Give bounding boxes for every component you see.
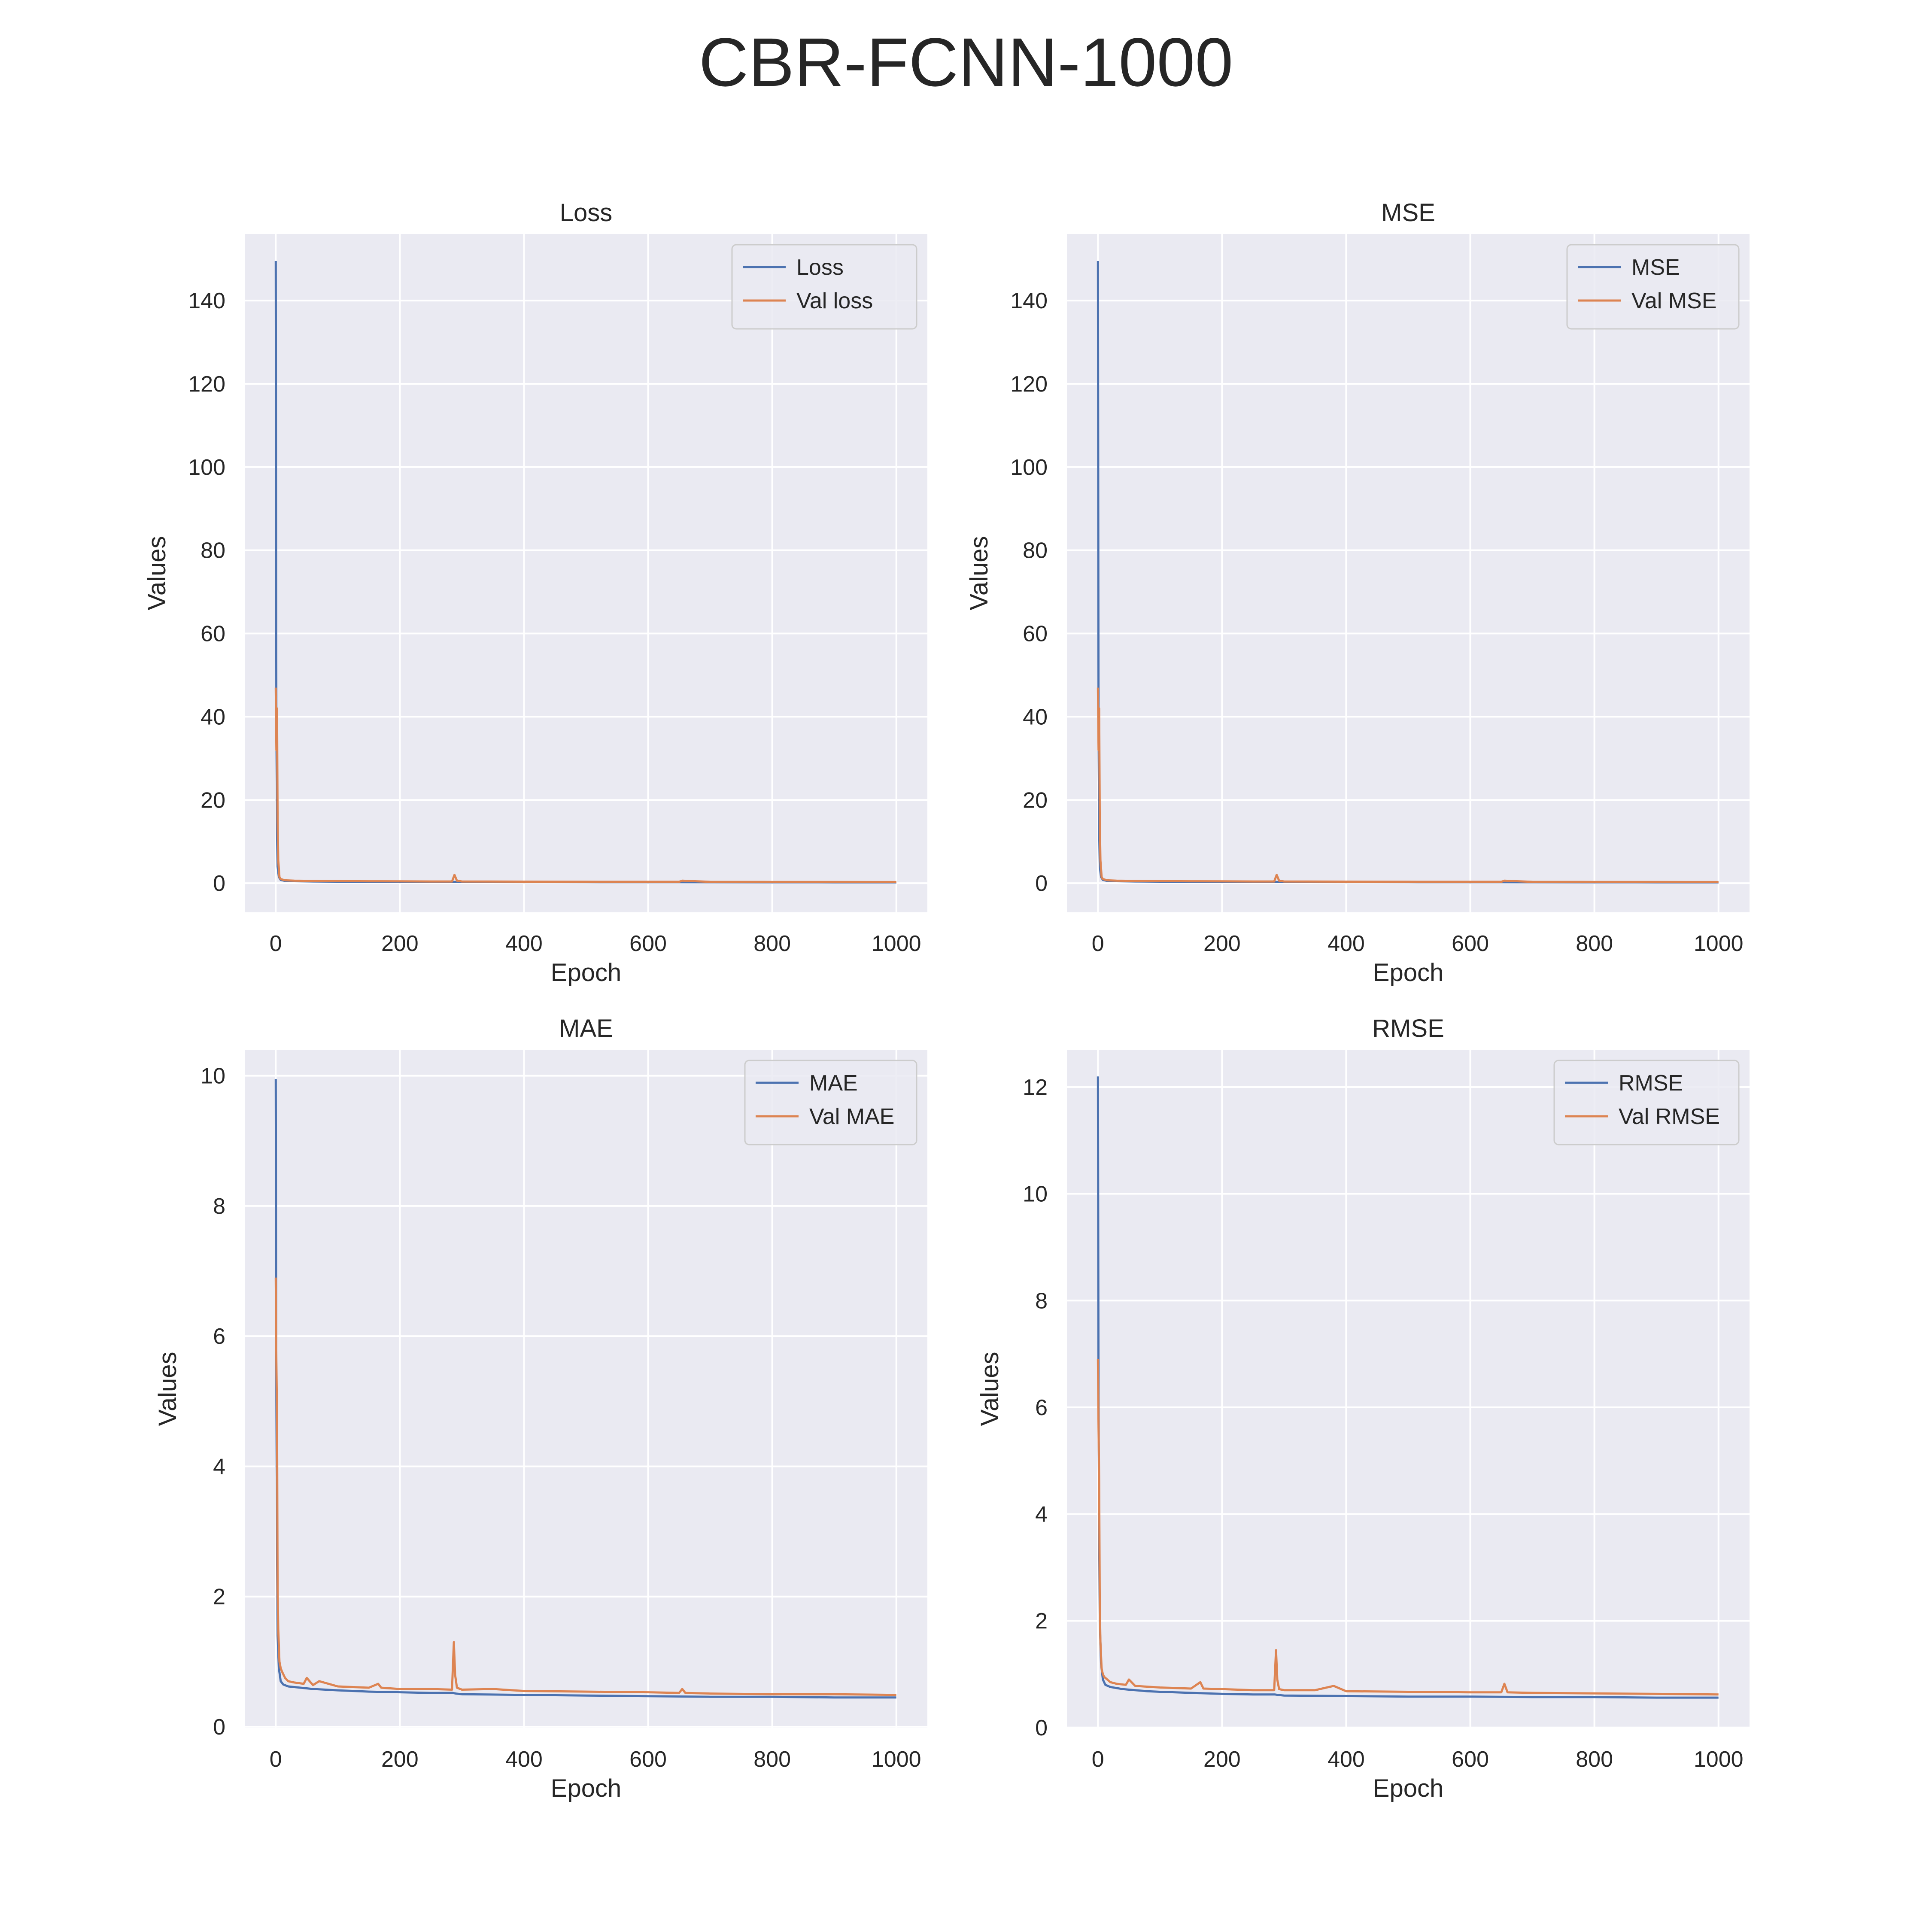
mse-y-tick-label: 120 bbox=[1010, 372, 1048, 397]
mse-legend-label: MSE bbox=[1631, 255, 1680, 280]
rmse-y-tick-label: 10 bbox=[1023, 1182, 1048, 1207]
rmse-legend-label: RMSE bbox=[1619, 1071, 1683, 1096]
rmse-y-tick-label: 6 bbox=[1035, 1395, 1048, 1420]
mae-legend bbox=[744, 1060, 917, 1145]
rmse-legend-label: Val RMSE bbox=[1619, 1104, 1720, 1129]
mae-legend-label: Val MAE bbox=[809, 1104, 894, 1129]
loss-x-tick-label: 200 bbox=[381, 931, 419, 956]
loss-y-tick-label: 80 bbox=[200, 538, 225, 563]
rmse-legend bbox=[1553, 1060, 1740, 1145]
mae-y-tick-label: 10 bbox=[200, 1064, 225, 1089]
mae-legend-label: MAE bbox=[809, 1071, 858, 1096]
rmse-y-tick-label: 12 bbox=[1023, 1075, 1048, 1100]
loss-x-tick-label: 600 bbox=[629, 931, 667, 956]
mse-x-tick-label: 600 bbox=[1452, 931, 1489, 956]
rmse-x-tick-label: 800 bbox=[1576, 1747, 1613, 1772]
loss-y-tick-label: 100 bbox=[188, 455, 225, 480]
mse-x-axis-label: Epoch bbox=[1373, 959, 1443, 987]
mae-y-tick-label: 4 bbox=[213, 1454, 225, 1479]
mse-subplot-title: MSE bbox=[1381, 199, 1435, 227]
mse-y-tick-label: 40 bbox=[1023, 705, 1048, 729]
mae-x-tick-label: 600 bbox=[629, 1747, 667, 1772]
rmse-x-tick-label: 1000 bbox=[1694, 1747, 1744, 1772]
rmse-x-tick-label: 200 bbox=[1203, 1747, 1241, 1772]
loss-y-tick-label: 40 bbox=[200, 705, 225, 729]
mse-y-tick-label: 100 bbox=[1010, 455, 1048, 480]
rmse-y-tick-label: 2 bbox=[1035, 1609, 1048, 1634]
mse-x-tick-label: 400 bbox=[1327, 931, 1365, 956]
mse-x-tick-label: 800 bbox=[1576, 931, 1613, 956]
mse-legend-label: Val MSE bbox=[1631, 289, 1716, 313]
loss-x-tick-label: 0 bbox=[270, 931, 282, 956]
mse-y-tick-label: 140 bbox=[1010, 289, 1048, 313]
mae-y-axis-label: Values bbox=[154, 1352, 182, 1426]
mae-y-tick-label: 2 bbox=[213, 1585, 225, 1610]
loss-y-tick-label: 140 bbox=[188, 289, 225, 313]
mae-series-mae bbox=[274, 1079, 896, 1699]
rmse-y-axis-label: Values bbox=[976, 1352, 1004, 1426]
mae-y-tick-label: 0 bbox=[213, 1715, 225, 1740]
rmse-x-tick-label: 400 bbox=[1327, 1747, 1365, 1772]
rmse-series-val-rmse bbox=[1097, 1359, 1719, 1696]
rmse-y-tick-label: 0 bbox=[1035, 1716, 1048, 1741]
mse-y-tick-label: 80 bbox=[1023, 538, 1048, 563]
rmse-x-tick-label: 0 bbox=[1092, 1747, 1104, 1772]
mae-plot-area bbox=[245, 1050, 927, 1728]
mse-legend bbox=[1566, 244, 1740, 330]
mae-y-tick-label: 6 bbox=[213, 1324, 225, 1349]
loss-legend-label: Loss bbox=[796, 255, 844, 280]
figure-title: CBR-FCNN-1000 bbox=[699, 24, 1233, 100]
loss-y-tick-label: 0 bbox=[213, 871, 225, 896]
rmse-subplot-title: RMSE bbox=[1372, 1015, 1444, 1042]
mse-y-axis-label: Values bbox=[965, 536, 993, 610]
rmse-y-tick-label: 8 bbox=[1035, 1288, 1048, 1313]
loss-x-tick-label: 800 bbox=[753, 931, 791, 956]
rmse-plot-area bbox=[1067, 1050, 1750, 1728]
loss-y-axis-label: Values bbox=[143, 536, 171, 610]
loss-x-tick-label: 1000 bbox=[872, 931, 921, 956]
loss-x-tick-label: 400 bbox=[505, 931, 543, 956]
mae-y-tick-label: 8 bbox=[213, 1194, 225, 1219]
mse-y-tick-label: 0 bbox=[1035, 871, 1048, 896]
rmse-x-tick-label: 600 bbox=[1452, 1747, 1489, 1772]
mse-x-tick-label: 200 bbox=[1203, 931, 1241, 956]
loss-y-tick-label: 120 bbox=[188, 372, 225, 397]
mae-x-axis-label: Epoch bbox=[551, 1774, 621, 1802]
mae-x-tick-label: 200 bbox=[381, 1747, 419, 1772]
mae-x-tick-label: 800 bbox=[753, 1747, 791, 1772]
loss-y-tick-label: 20 bbox=[200, 788, 225, 813]
loss-legend-label: Val loss bbox=[796, 289, 873, 313]
mae-x-tick-label: 0 bbox=[270, 1747, 282, 1772]
mse-y-tick-label: 20 bbox=[1023, 788, 1048, 813]
loss-y-tick-label: 60 bbox=[200, 622, 225, 647]
loss-series-val-loss bbox=[274, 687, 896, 883]
mae-series-val-mae bbox=[274, 1277, 896, 1696]
rmse-y-tick-label: 4 bbox=[1035, 1502, 1048, 1527]
mse-x-tick-label: 0 bbox=[1092, 931, 1104, 956]
loss-legend bbox=[731, 244, 917, 330]
mae-subplot-title: MAE bbox=[559, 1015, 613, 1042]
mse-x-tick-label: 1000 bbox=[1694, 931, 1744, 956]
mse-y-tick-label: 60 bbox=[1023, 622, 1048, 647]
mse-series-val-mse bbox=[1097, 687, 1719, 883]
rmse-x-axis-label: Epoch bbox=[1373, 1774, 1443, 1802]
loss-x-axis-label: Epoch bbox=[551, 959, 621, 987]
mae-x-tick-label: 1000 bbox=[872, 1747, 921, 1772]
loss-subplot-title: Loss bbox=[560, 199, 613, 227]
mae-x-tick-label: 400 bbox=[505, 1747, 543, 1772]
